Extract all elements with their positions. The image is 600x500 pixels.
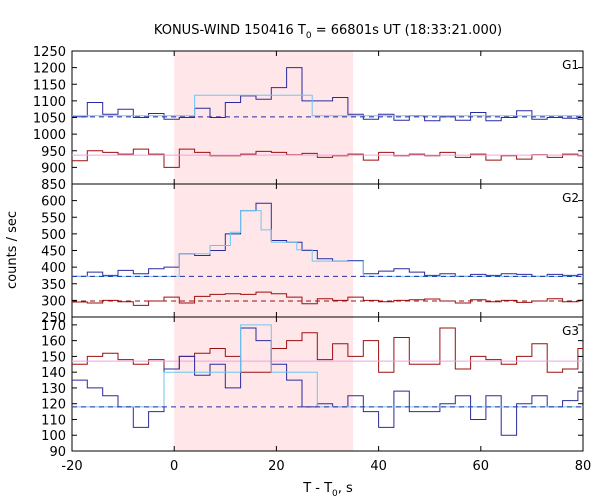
panel-g2-ytick-label: 550 — [41, 211, 66, 226]
panel-g2-label: G2 — [562, 191, 579, 205]
x-axis-label-suffix: , s — [338, 481, 353, 496]
panel-g3-highlight-band — [174, 317, 354, 451]
panel-g3-ytick-label: 100 — [41, 429, 66, 444]
panel-g2-ytick-label: 300 — [41, 294, 66, 309]
panel-g1-ytick-label: 1250 — [33, 45, 66, 60]
panel-g3-label: G3 — [562, 324, 579, 338]
panel-g2-series-3-step — [72, 291, 583, 306]
panel-g2-series-1-step — [72, 210, 583, 277]
panel-g2-ytick-label: 400 — [41, 261, 66, 276]
panel-g1-series-1-step — [72, 94, 583, 117]
panel-g1-ytick-label: 1100 — [33, 95, 66, 110]
x-axis-label: T - T0, s — [302, 481, 353, 499]
panel-g2-ytick-label: 500 — [41, 228, 66, 243]
panel-g2-ytick-label: 350 — [41, 278, 66, 293]
x-tick-label: -20 — [61, 459, 82, 474]
panel-g3-ytick-label: 140 — [41, 366, 66, 381]
chart-title-prefix: KONUS-WIND 150416 T — [154, 23, 306, 38]
panel-g1-ytick-label: 1050 — [33, 112, 66, 127]
panel-g1-series-3-step — [72, 148, 583, 168]
y-axis-label: counts / sec — [5, 211, 20, 289]
panel-g2-highlight-band — [174, 184, 354, 317]
panel-g3-ytick-label: 120 — [41, 398, 66, 413]
panel-g1-label: G1 — [562, 58, 579, 72]
panel-g1-ytick-label: 850 — [41, 178, 66, 193]
panel-g2-ytick-label: 250 — [41, 311, 66, 326]
x-tick-label: 0 — [170, 459, 178, 474]
panel-g3-ytick-label: 130 — [41, 382, 66, 397]
panel-g1-highlight-band — [174, 51, 354, 184]
chart-title-subscript: 0 — [306, 31, 312, 41]
panel-g3-ytick-label: 90 — [49, 445, 66, 460]
panel-g1-ytick-label: 950 — [41, 145, 66, 160]
panel-g2-series-0-step — [72, 202, 583, 277]
data-series-layer — [72, 67, 583, 436]
panel-g1-ytick-label: 1000 — [33, 128, 66, 143]
panel-g3-frame — [71, 316, 584, 452]
chart-title-suffix: = 66801s UT (18:33:21.000) — [312, 23, 502, 38]
panel-g1-series-0-step — [72, 67, 583, 122]
panel-g3-series-0-step — [72, 327, 583, 373]
panel-g3-ytick-label: 160 — [41, 335, 66, 350]
panel-g3-ytick-label: 150 — [41, 350, 66, 365]
x-tick-label: 40 — [370, 459, 387, 474]
axis-ticks-layer: 850900950100010501100115012001250G125030… — [33, 45, 591, 474]
panel-g1-ytick-label: 1200 — [33, 62, 66, 77]
panel-g1-ytick-label: 900 — [41, 161, 66, 176]
x-axis-label-prefix: T - T — [302, 481, 332, 496]
panel-g3-ytick-label: 110 — [41, 413, 66, 428]
x-tick-label: 80 — [575, 459, 592, 474]
chart-title: KONUS-WIND 150416 T0 = 66801s UT (18:33:… — [154, 23, 502, 41]
panel-g2-ytick-label: 450 — [41, 245, 66, 260]
x-tick-label: 60 — [473, 459, 490, 474]
panel-g3-series-3-step — [72, 324, 583, 408]
panel-g3-ytick-label: 170 — [41, 319, 66, 334]
panel-g1-ytick-label: 1150 — [33, 78, 66, 93]
panel-g2-ytick-label: 600 — [41, 195, 66, 210]
highlight-layer — [174, 51, 354, 451]
x-axis-label-subscript: 0 — [332, 489, 338, 499]
x-tick-label: 20 — [268, 459, 285, 474]
panel-g3-series-2-step — [72, 327, 583, 436]
